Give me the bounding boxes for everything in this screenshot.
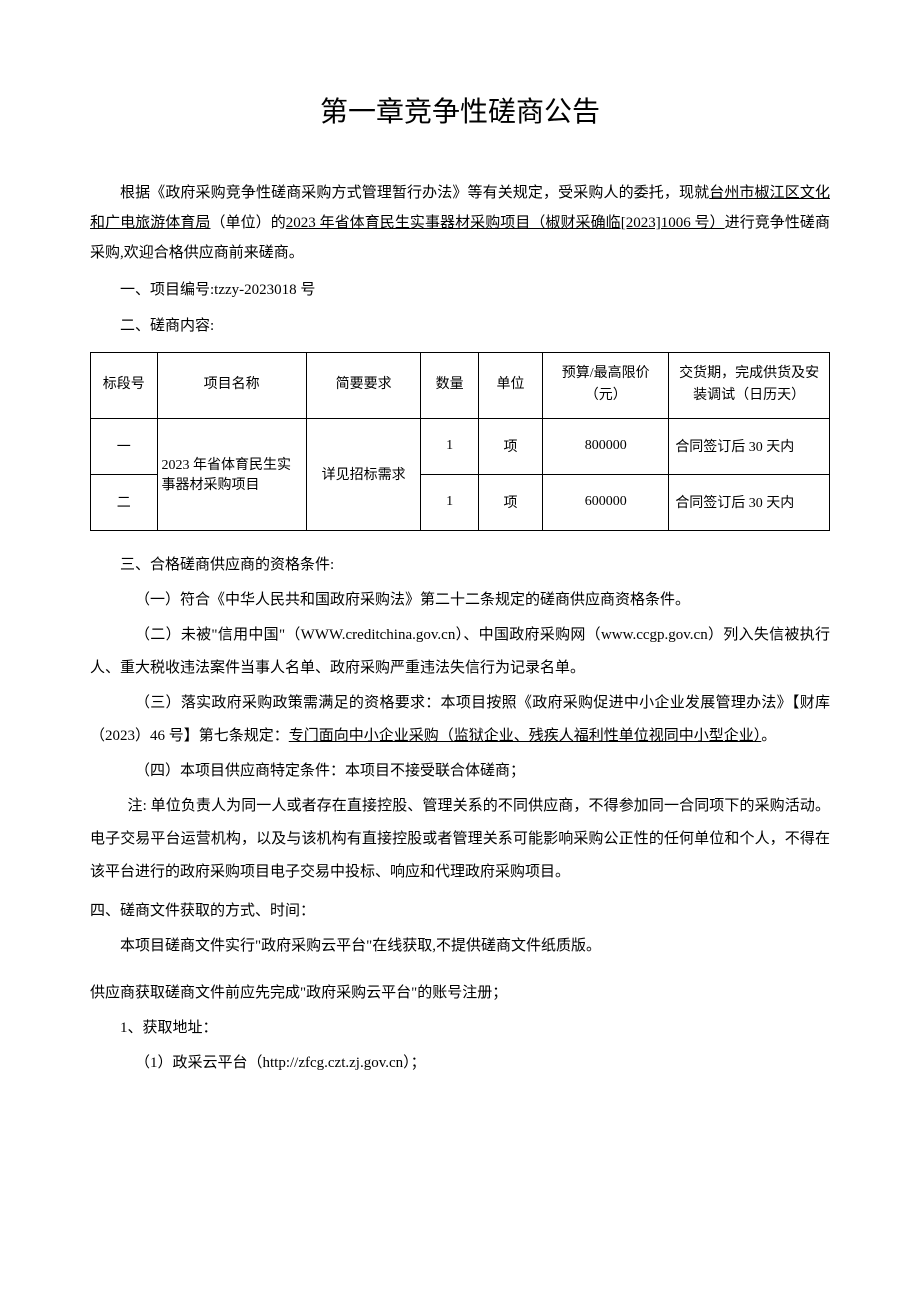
cell-req-merged: 详见招标需求: [306, 418, 421, 530]
chapter-title: 第一章竞争性磋商公告: [90, 90, 830, 130]
th-req: 简要要求: [306, 353, 421, 419]
sec3-item-3: （三）落实政府采购政策需满足的资格要求：本项目按照《政府采购促进中小企业发展管理…: [90, 687, 830, 753]
th-seg: 标段号: [91, 353, 158, 419]
cell-budget: 800000: [543, 418, 669, 474]
table-row: 一 2023 年省体育民生实事器材采购项目 详见招标需求 1 项 800000 …: [91, 418, 830, 474]
th-unit: 单位: [478, 353, 542, 419]
cell-name-merged: 2023 年省体育民生实事器材采购项目: [157, 418, 306, 530]
sec3-3-underline: 专门面向中小企业采购（监狱企业、残疾人福利性单位视同中小型企业）: [289, 728, 762, 744]
cell-qty: 1: [421, 474, 478, 530]
th-budget: 预算/最高限价（元）: [543, 353, 669, 419]
cell-delivery: 合同签订后 30 天内: [669, 474, 830, 530]
th-name: 项目名称: [157, 353, 306, 419]
section-3: 三、合格磋商供应商的资格条件: （一）符合《中华人民共和国政府采购法》第二十二条…: [90, 549, 830, 889]
sec4-title: 四、磋商文件获取的方式、时间：: [90, 895, 830, 928]
intro-prefix: 根据《政府采购竞争性磋商采购方式管理暂行办法》等有关规定，受采购人的委托，现就: [120, 185, 709, 201]
sec3-item-1: （一）符合《中华人民共和国政府采购法》第二十二条规定的磋商供应商资格条件。: [90, 584, 830, 617]
sec3-3-suffix: 。: [761, 728, 776, 744]
sec3-item-4: （四）本项目供应商特定条件：本项目不接受联合体磋商；: [90, 755, 830, 788]
section-2: 二、磋商内容:: [90, 308, 830, 344]
sec4-1-1: （1）政采云平台（http://zfcg.czt.zj.gov.cn）；: [90, 1047, 830, 1080]
cell-seg: 一: [91, 418, 158, 474]
cell-unit: 项: [478, 474, 542, 530]
sec4-1: 1、获取地址：: [90, 1012, 830, 1045]
sec3-title: 三、合格磋商供应商的资格条件:: [90, 549, 830, 582]
sec4-line1: 本项目磋商文件实行"政府采购云平台"在线获取,不提供磋商文件纸质版。: [90, 930, 830, 963]
sec3-item-2: （二）未被"信用中国"（WWW.creditchina.gov.cn）、中国政府…: [90, 619, 830, 685]
section-1: 一、项目编号:tzzy-2023018 号: [90, 272, 830, 308]
table-header-row: 标段号 项目名称 简要要求 数量 单位 预算/最高限价（元） 交货期，完成供货及…: [91, 353, 830, 419]
sec3-note: 注: 单位负责人为同一人或者存在直接控股、管理关系的不同供应商，不得参加同一合同…: [90, 790, 830, 889]
document-page: 第一章竞争性磋商公告 根据《政府采购竞争性磋商采购方式管理暂行办法》等有关规定，…: [0, 0, 920, 1301]
intro-paragraph: 根据《政府采购竞争性磋商采购方式管理暂行办法》等有关规定，受采购人的委托，现就台…: [90, 178, 830, 268]
cell-seg: 二: [91, 474, 158, 530]
th-qty: 数量: [421, 353, 478, 419]
intro-unit-suffix: （单位）的: [210, 215, 285, 231]
bid-table: 标段号 项目名称 简要要求 数量 单位 预算/最高限价（元） 交货期，完成供货及…: [90, 352, 830, 531]
intro-project: 2023 年省体育民生实事器材采购项目（椒财采确临[2023]1006 号）: [286, 215, 725, 231]
section-4: 四、磋商文件获取的方式、时间： 本项目磋商文件实行"政府采购云平台"在线获取,不…: [90, 895, 830, 1080]
sec4-line2: 供应商获取磋商文件前应先完成"政府采购云平台"的账号注册；: [90, 977, 830, 1010]
cell-delivery: 合同签订后 30 天内: [669, 418, 830, 474]
cell-qty: 1: [421, 418, 478, 474]
cell-unit: 项: [478, 418, 542, 474]
th-delivery: 交货期，完成供货及安装调试（日历天）: [669, 353, 830, 419]
cell-budget: 600000: [543, 474, 669, 530]
